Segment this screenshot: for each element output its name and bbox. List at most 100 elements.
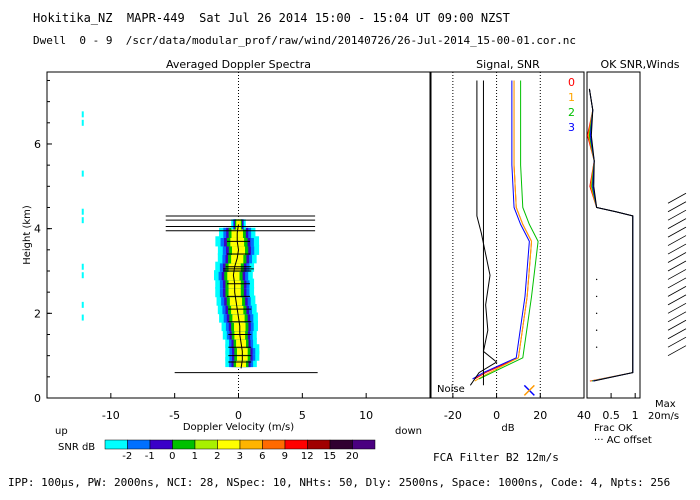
snr-marker bbox=[523, 384, 535, 396]
wind-barb bbox=[667, 269, 687, 280]
spectra-ytick-label: 6 bbox=[34, 138, 41, 151]
ok-legend-2: 2 bbox=[568, 106, 575, 119]
snr-scale-swatch bbox=[104, 439, 128, 450]
snr-scale-swatch bbox=[149, 439, 173, 450]
snr-title: Signal, SNR bbox=[476, 58, 540, 71]
wind-barb bbox=[667, 218, 687, 229]
spectra-ytick-label: 2 bbox=[34, 307, 41, 320]
ok-title: OK SNR,Winds bbox=[600, 58, 679, 71]
ac-offset-point bbox=[595, 295, 598, 298]
header-line-1: Hokitika_NZ MAPR-449 Sat Jul 26 2014 15:… bbox=[33, 11, 510, 25]
snr-scale-swatch bbox=[127, 439, 151, 450]
frac-ok-label: Frac OK bbox=[594, 423, 633, 434]
ac-offset-label: ··· AC offset bbox=[594, 435, 652, 446]
wind-barb bbox=[667, 302, 687, 314]
frac-ok-line bbox=[588, 88, 634, 382]
snr-series-3 bbox=[472, 80, 530, 380]
spectrum-noise-point bbox=[81, 263, 84, 270]
wind-barb bbox=[667, 328, 687, 340]
spectra-title: Averaged Doppler Spectra bbox=[166, 58, 311, 71]
ac-offset-point bbox=[595, 278, 598, 281]
spectrum-noise-point bbox=[81, 314, 84, 321]
frac-ok-line bbox=[588, 88, 634, 382]
ac-offset-point bbox=[595, 346, 598, 348]
snr-scale-swatch bbox=[239, 439, 263, 450]
spectrum-noise-point bbox=[81, 119, 84, 126]
frac-ok-line bbox=[588, 88, 634, 382]
snr-scale-swatch bbox=[352, 439, 376, 450]
spectra-xtick-label: -10 bbox=[102, 409, 120, 422]
frac-ok-line bbox=[587, 88, 634, 382]
spectra-ytick-label: 4 bbox=[34, 223, 41, 236]
snr-series-signal bbox=[469, 80, 498, 386]
ac-offset-point bbox=[595, 312, 598, 315]
ok-xtick-label: 1 bbox=[632, 409, 639, 422]
snr-scale-label: SNR dB bbox=[58, 442, 95, 453]
wind-barb bbox=[667, 311, 687, 323]
spectrum-noise-point bbox=[81, 301, 84, 308]
spectrum-noise-point bbox=[81, 217, 84, 224]
snr-scale-tick-label: 9 bbox=[282, 451, 288, 462]
spectra-xtick-label: 5 bbox=[299, 409, 306, 422]
snr-scale-swatch bbox=[217, 439, 241, 450]
noise-label: Noise bbox=[437, 384, 465, 395]
spectra-xtick-label: 0 bbox=[235, 409, 242, 422]
ok-legend-3: 3 bbox=[568, 121, 575, 134]
snr-scale-swatch bbox=[284, 439, 308, 450]
wind-barb bbox=[667, 286, 687, 297]
snr-scale-tick-label: -1 bbox=[145, 451, 155, 462]
wind-barb bbox=[667, 277, 687, 289]
snr-scale-swatch bbox=[172, 439, 196, 450]
snr-scale-tick-label: 12 bbox=[301, 451, 314, 462]
max-label: Max bbox=[655, 399, 676, 410]
ok-legend-0: 0 bbox=[568, 76, 575, 89]
header-line-2: Dwell 0 - 9 /scr/data/modular_prof/raw/w… bbox=[33, 34, 577, 47]
max-value-label: 20m/s bbox=[648, 411, 679, 422]
wind-barb bbox=[667, 192, 687, 204]
snr-scale-tick-label: 2 bbox=[214, 451, 220, 462]
snr-series-2 bbox=[478, 80, 539, 380]
spectra-ylabel: Height (km) bbox=[22, 205, 33, 265]
snr-scale-tick-label: -2 bbox=[122, 451, 132, 462]
snr-scale-swatch bbox=[329, 439, 353, 450]
fca-filter-label: FCA Filter B2 12m/s bbox=[433, 451, 559, 464]
snr-scale-swatch bbox=[307, 439, 331, 450]
mean-velocity-line bbox=[232, 224, 243, 369]
ac-offset-point bbox=[595, 329, 598, 331]
snr-scale-swatch bbox=[194, 439, 218, 450]
wind-barb bbox=[667, 226, 687, 238]
ok-xtick-label: 0.5 bbox=[602, 409, 620, 422]
snr-xlabel: dB bbox=[501, 423, 514, 434]
wind-barb bbox=[667, 336, 687, 348]
snr-scale-tick-label: 1 bbox=[192, 451, 198, 462]
wind-barb bbox=[667, 319, 687, 331]
wind-barb bbox=[667, 243, 687, 255]
wind-barb bbox=[667, 345, 687, 357]
snr-xtick-label: -20 bbox=[444, 409, 462, 422]
snr-scale-tick-label: 3 bbox=[237, 451, 243, 462]
spectrum-noise-point bbox=[81, 170, 84, 177]
snr-xtick-label: 0 bbox=[493, 409, 500, 422]
snr-scale-tick-label: 0 bbox=[169, 451, 175, 462]
wind-barb bbox=[667, 294, 687, 306]
wind-barb bbox=[667, 260, 687, 272]
ok-frame bbox=[586, 71, 641, 399]
snr-scale-tick-label: 20 bbox=[346, 451, 359, 462]
wind-barb bbox=[667, 235, 687, 246]
ok-legend-1: 1 bbox=[568, 91, 575, 104]
snr-series-1 bbox=[474, 80, 533, 382]
spectra-xlabel: Doppler Velocity (m/s) bbox=[183, 422, 294, 433]
wind-barb bbox=[667, 201, 687, 213]
snr-frame bbox=[430, 71, 585, 399]
wind-barb bbox=[667, 252, 687, 263]
spectra-down-label: down bbox=[395, 426, 422, 437]
spectrum-noise-point bbox=[81, 111, 84, 118]
snr-xtick-label: 40 bbox=[577, 409, 591, 422]
spectra-ytick-label: 0 bbox=[34, 392, 41, 405]
spectrum-noise-point bbox=[81, 208, 84, 215]
footer-params: IPP: 100µs, PW: 2000ns, NCI: 28, NSpec: … bbox=[8, 476, 671, 489]
spectra-xtick-label: -5 bbox=[169, 409, 180, 422]
snr-xtick-label: 20 bbox=[533, 409, 547, 422]
snr-scale-swatch bbox=[262, 439, 286, 450]
